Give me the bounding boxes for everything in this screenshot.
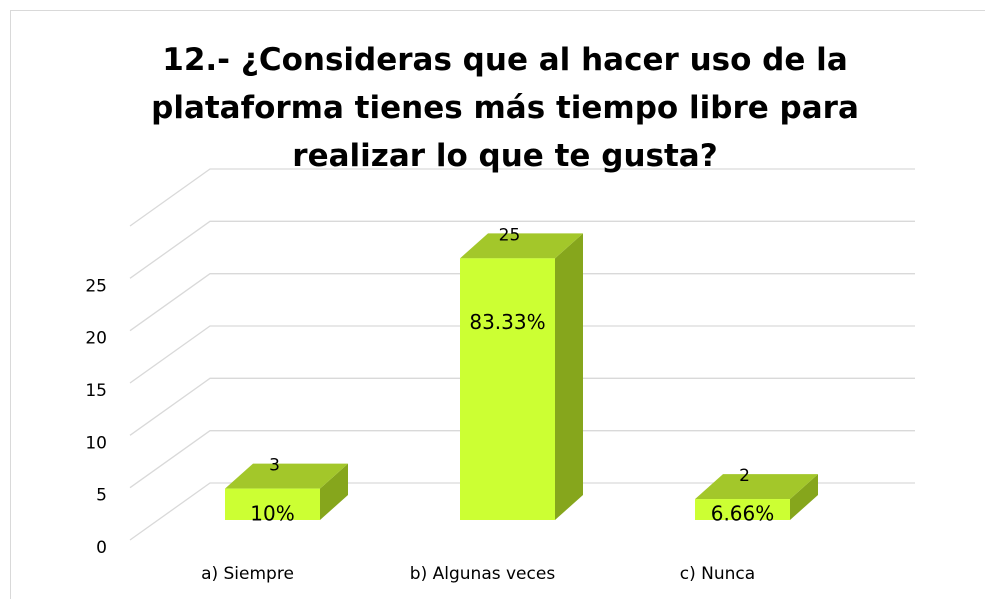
bar-top bbox=[460, 233, 583, 259]
bar-top bbox=[695, 474, 818, 500]
bar bbox=[695, 499, 790, 520]
grid-line bbox=[129, 168, 915, 227]
bar-top bbox=[225, 463, 348, 489]
y-tick-label: 0 bbox=[96, 538, 107, 558]
grid-line bbox=[129, 377, 915, 436]
grid-line bbox=[129, 220, 915, 279]
y-tick-label: 20 bbox=[85, 329, 107, 349]
percent-label: 10% bbox=[250, 502, 294, 526]
chart-title: 12.- ¿Consideras que al hacer uso de la … bbox=[151, 42, 859, 174]
bar-side bbox=[790, 474, 818, 520]
grid-line bbox=[129, 325, 915, 384]
value-label: 2 bbox=[739, 466, 750, 486]
grid-line bbox=[129, 273, 915, 332]
percent-label: 6.66% bbox=[711, 502, 775, 526]
bar bbox=[225, 488, 320, 520]
bar-side bbox=[555, 233, 583, 521]
bar bbox=[460, 258, 555, 520]
grid-line bbox=[129, 430, 915, 489]
x-tick-label: a) Siempre bbox=[201, 564, 294, 584]
percent-label: 83.33% bbox=[469, 310, 545, 334]
value-label: 3 bbox=[269, 456, 280, 476]
y-tick-label: 15 bbox=[85, 381, 107, 401]
value-label: 25 bbox=[499, 225, 521, 245]
y-tick-label: 5 bbox=[96, 486, 107, 506]
y-tick-label: 10 bbox=[85, 433, 107, 453]
x-tick-label: c) Nunca bbox=[680, 564, 755, 584]
y-tick-label: 25 bbox=[85, 276, 107, 296]
bar-side bbox=[320, 463, 348, 520]
grid-line bbox=[129, 482, 915, 541]
chart-border bbox=[10, 10, 985, 599]
x-tick-label: b) Algunas veces bbox=[410, 564, 556, 584]
